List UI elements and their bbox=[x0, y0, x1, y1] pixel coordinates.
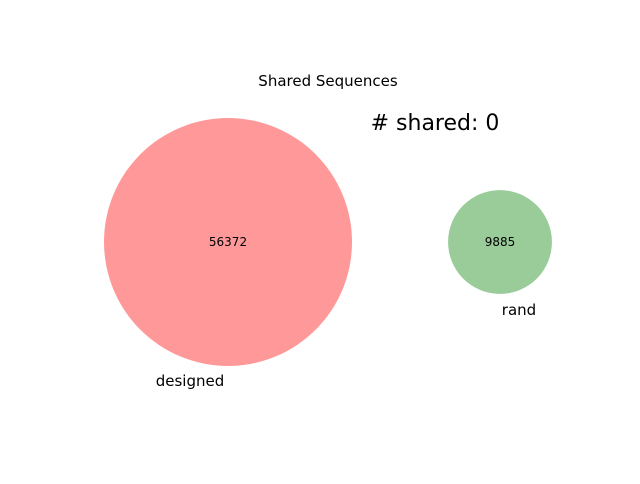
venn-label-rand: rand bbox=[502, 301, 536, 319]
venn-count-rand: 9885 bbox=[485, 235, 516, 249]
venn-count-designed: 56372 bbox=[209, 235, 247, 249]
venn-sets: 56372 designed 9885 rand bbox=[104, 118, 552, 390]
shared-count-annotation: # shared: 0 bbox=[371, 111, 500, 136]
venn-circle-rand bbox=[448, 190, 552, 294]
venn-label-designed: designed bbox=[156, 372, 225, 390]
chart-title: Shared Sequences bbox=[258, 72, 398, 90]
venn-circle-designed bbox=[104, 118, 352, 366]
